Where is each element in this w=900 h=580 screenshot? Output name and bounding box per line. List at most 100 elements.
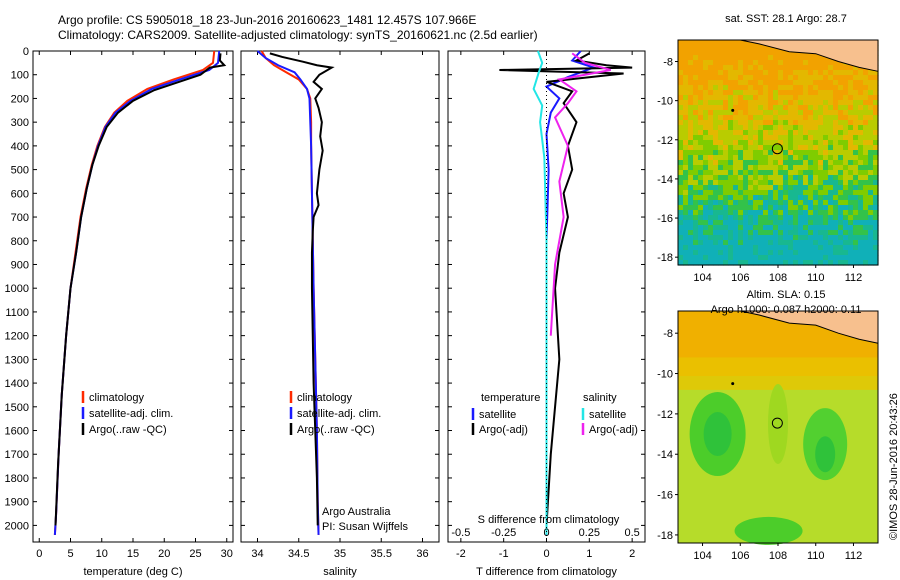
- sst-cell: [863, 215, 869, 221]
- sst-cell: [743, 245, 749, 251]
- sst-cell: [688, 230, 694, 236]
- sst-cell: [818, 140, 824, 146]
- salinity-xtick-label: 35.5: [371, 548, 392, 560]
- sst-cell: [708, 100, 714, 106]
- salinity-annotation: PI: Susan Wijffels: [322, 521, 408, 533]
- sst-cell: [688, 130, 694, 136]
- sst-cell: [868, 160, 874, 166]
- sst-cell: [698, 260, 704, 266]
- sst-cell: [843, 195, 849, 201]
- sst-cell: [768, 105, 774, 111]
- sst-cell: [868, 85, 874, 91]
- sst-cell: [793, 255, 799, 261]
- sst-cell: [708, 195, 714, 201]
- sst-cell: [718, 90, 724, 96]
- sst-cell: [783, 100, 789, 106]
- sst-cell: [733, 135, 739, 141]
- sst-cell: [813, 205, 819, 211]
- sst-cell: [778, 85, 784, 91]
- sst-cell: [763, 125, 769, 131]
- sst-cell: [698, 45, 704, 51]
- sst-cell: [713, 155, 719, 161]
- sst-cell: [773, 205, 779, 211]
- sst-cell: [838, 70, 844, 76]
- sst-cell: [818, 70, 824, 76]
- sst-cell: [733, 165, 739, 171]
- sst-cell: [713, 40, 719, 46]
- sst-cell: [758, 130, 764, 136]
- sst-cell: [698, 150, 704, 156]
- sst-cell: [803, 230, 809, 236]
- sst-cell: [783, 50, 789, 56]
- sst-cell: [848, 125, 854, 131]
- sst-cell: [753, 200, 759, 206]
- sst-cell: [763, 185, 769, 191]
- sst-cell: [718, 145, 724, 151]
- sst-cell: [808, 105, 814, 111]
- sst-cell: [873, 175, 879, 181]
- sst-cell: [783, 260, 789, 266]
- sst-cell: [683, 155, 689, 161]
- sst-cell: [723, 120, 729, 126]
- sst-cell: [713, 205, 719, 211]
- sst-cell: [773, 110, 779, 116]
- difference-xtick-top-label: 0: [543, 527, 549, 539]
- sst-cell: [828, 180, 834, 186]
- sst-cell: [773, 215, 779, 221]
- sst-cell: [843, 220, 849, 226]
- sst-cell: [813, 60, 819, 66]
- sst-cell: [803, 220, 809, 226]
- sst-cell: [783, 120, 789, 126]
- sst-cell: [868, 75, 874, 81]
- sst-cell: [683, 205, 689, 211]
- sst-cell: [738, 215, 744, 221]
- sst-cell: [693, 245, 699, 251]
- sst-cell: [833, 95, 839, 101]
- sst-cell: [703, 135, 709, 141]
- sst-cell: [873, 130, 879, 136]
- sst-cell: [783, 175, 789, 181]
- sst-cell: [793, 205, 799, 211]
- sst-cell: [678, 60, 684, 66]
- sst-cell: [708, 40, 714, 46]
- sst-cell: [813, 120, 819, 126]
- sst-cell: [683, 195, 689, 201]
- sst-cell: [718, 220, 724, 226]
- sst-cell: [768, 220, 774, 226]
- sst-cell: [723, 200, 729, 206]
- sst-cell: [873, 70, 879, 76]
- sst-cell: [813, 165, 819, 171]
- sst-cell: [768, 235, 774, 241]
- sst-cell: [793, 170, 799, 176]
- sst-cell: [813, 130, 819, 136]
- sst-cell: [773, 150, 779, 156]
- sst-cell: [818, 100, 824, 106]
- sst-cell: [683, 125, 689, 131]
- sst-cell: [743, 125, 749, 131]
- sla-map-xtick-label: 112: [845, 550, 863, 562]
- sst-cell: [778, 215, 784, 221]
- sst-cell: [783, 70, 789, 76]
- sst-cell: [828, 255, 834, 261]
- sst-cell: [848, 185, 854, 191]
- sst-cell: [833, 130, 839, 136]
- sst-cell: [768, 165, 774, 171]
- sst-cell: [843, 255, 849, 261]
- sst-cell: [833, 165, 839, 171]
- sst-cell: [863, 250, 869, 256]
- sst-cell: [723, 95, 729, 101]
- sst-cell: [778, 180, 784, 186]
- sst-cell: [788, 255, 794, 261]
- sst-cell: [783, 245, 789, 251]
- sst-cell: [823, 150, 829, 156]
- sst-cell: [848, 245, 854, 251]
- sst-cell: [823, 55, 829, 61]
- sst-cell: [683, 135, 689, 141]
- sst-cell: [693, 225, 699, 231]
- sst-cell: [733, 220, 739, 226]
- sst-cell: [733, 185, 739, 191]
- sst-cell: [728, 175, 734, 181]
- sst-cell: [818, 190, 824, 196]
- sst-cell: [723, 175, 729, 181]
- sst-cell: [728, 240, 734, 246]
